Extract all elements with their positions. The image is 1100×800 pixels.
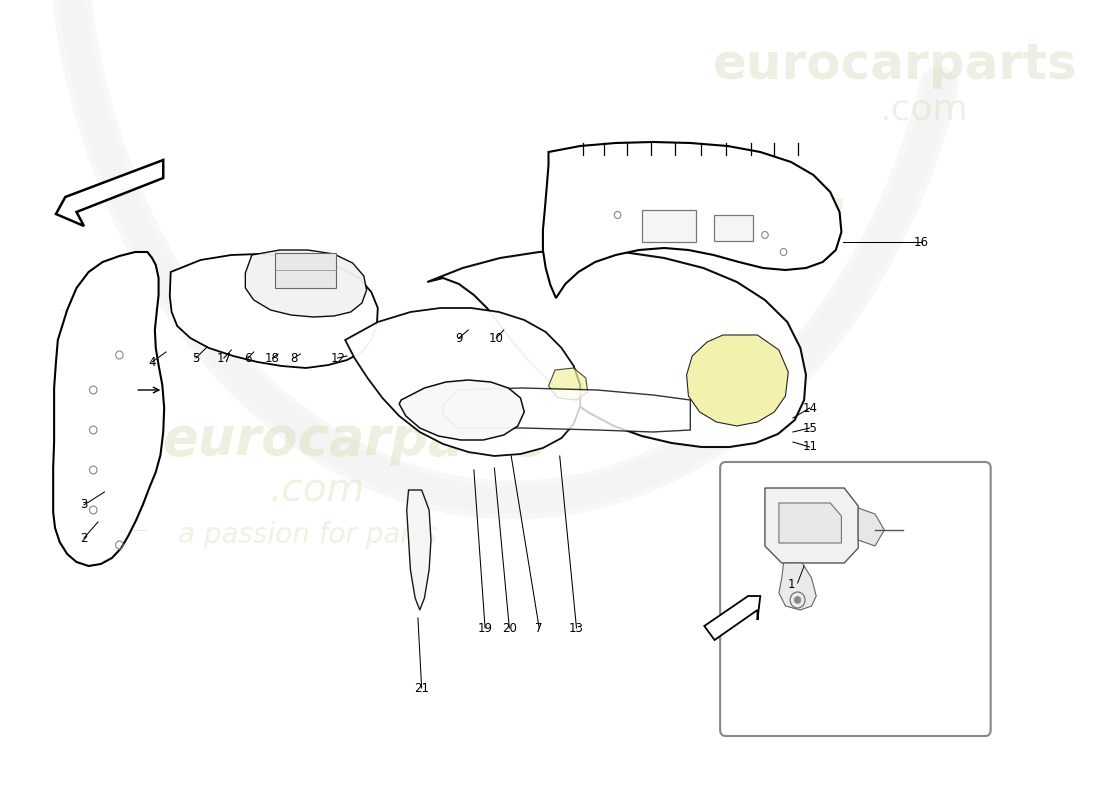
Text: 17: 17 <box>217 351 231 365</box>
Text: 15: 15 <box>802 422 817 434</box>
Text: 16: 16 <box>914 235 929 249</box>
Text: 12: 12 <box>330 351 345 365</box>
Polygon shape <box>345 308 580 456</box>
Text: eurocarparts: eurocarparts <box>163 414 547 466</box>
Text: 13: 13 <box>569 622 584 634</box>
Text: 1: 1 <box>817 594 825 606</box>
Text: 18: 18 <box>265 351 279 365</box>
Text: a passion for parts: a passion for parts <box>178 521 438 549</box>
Circle shape <box>794 597 801 603</box>
Text: 7: 7 <box>536 622 543 634</box>
Text: 14: 14 <box>802 402 817 414</box>
Text: 6: 6 <box>244 351 252 365</box>
Text: .com: .com <box>270 471 365 509</box>
FancyBboxPatch shape <box>720 462 991 736</box>
Polygon shape <box>245 250 366 317</box>
Text: 9: 9 <box>455 331 463 345</box>
Polygon shape <box>764 488 858 563</box>
Text: 10: 10 <box>488 331 504 345</box>
Text: 19: 19 <box>477 622 493 634</box>
Polygon shape <box>858 508 884 546</box>
Text: .com: .com <box>879 93 968 127</box>
Text: 3: 3 <box>80 498 88 511</box>
Polygon shape <box>686 335 789 426</box>
Polygon shape <box>169 254 377 368</box>
Polygon shape <box>443 388 691 432</box>
Text: 2: 2 <box>80 531 88 545</box>
Text: 1: 1 <box>788 578 795 591</box>
Bar <box>641 210 696 242</box>
Text: 5: 5 <box>192 351 199 365</box>
Polygon shape <box>56 160 163 226</box>
Polygon shape <box>779 503 842 543</box>
Polygon shape <box>704 596 760 640</box>
Polygon shape <box>407 490 431 610</box>
Text: 11: 11 <box>802 441 817 454</box>
Text: 20: 20 <box>502 622 517 634</box>
Bar <box>275 253 336 288</box>
Text: 30985: 30985 <box>564 142 854 278</box>
Text: 21: 21 <box>414 682 429 694</box>
Polygon shape <box>543 142 842 298</box>
Polygon shape <box>53 252 164 566</box>
Polygon shape <box>549 368 587 400</box>
Text: 4: 4 <box>148 355 156 369</box>
Polygon shape <box>427 250 806 447</box>
Text: 8: 8 <box>290 351 297 365</box>
Bar <box>714 215 752 241</box>
Polygon shape <box>779 563 816 610</box>
Text: eurocarparts: eurocarparts <box>713 41 1078 89</box>
Polygon shape <box>399 380 525 440</box>
